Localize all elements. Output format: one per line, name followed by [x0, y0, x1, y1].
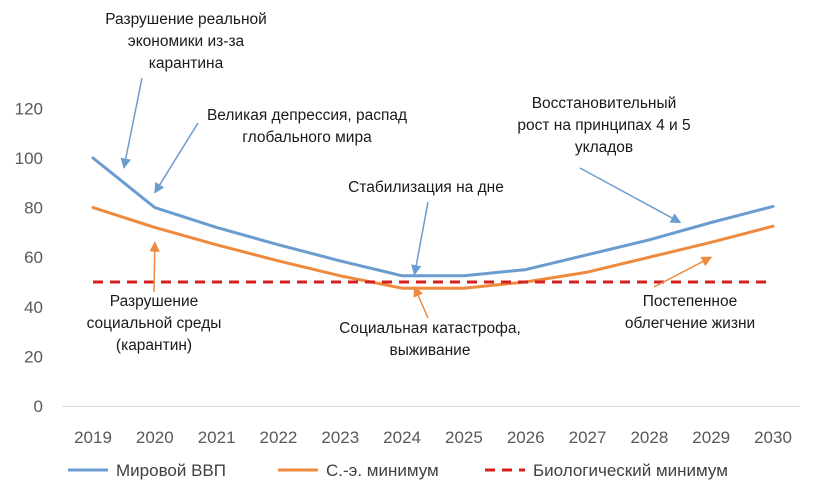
annotation-text: Социальная катастрофа, выживание [339, 320, 521, 359]
annotation-line: облегчение жизни [625, 315, 755, 332]
annotation-text: Разрушение реальной экономики из-за карант… [105, 11, 267, 72]
annotation-arrow [579, 167, 682, 224]
x-tick-label: 2028 [630, 428, 668, 447]
annotation-line: карантина [149, 55, 224, 72]
x-tick-label: 2029 [692, 428, 730, 447]
y-tick-label: 80 [24, 199, 43, 218]
legend-label: С.-э. минимум [326, 461, 439, 480]
x-tick-label: 2019 [74, 428, 112, 447]
series-lines [91, 156, 775, 290]
x-tick-label: 2030 [754, 428, 792, 447]
annotation-text: Постепенное облегчение жизни [625, 293, 755, 332]
x-tick-label: 2025 [445, 428, 483, 447]
x-tick-label: 2023 [321, 428, 359, 447]
y-tick-label: 40 [24, 298, 43, 317]
annotation-line: Стабилизация на дне [348, 179, 504, 196]
annotation-line: социальной среды [87, 315, 222, 332]
annotation-line: Социальная катастрофа, [339, 320, 521, 337]
x-tick-label: 2026 [507, 428, 545, 447]
x-tick-label: 2027 [569, 428, 607, 447]
annotation-line: Восстановительный [532, 95, 677, 112]
annotation-line: укладов [575, 139, 633, 156]
y-tick-label: 0 [34, 397, 43, 416]
annotation-line: глобального мира [242, 129, 372, 146]
y-tick-label: 100 [15, 149, 43, 168]
series-line-1 [91, 156, 775, 278]
annotation-line: (карантин) [116, 337, 192, 354]
y-tick-label: 120 [15, 99, 43, 118]
legend: Мировой ВВП С.-э. минимум Биологический ми… [68, 461, 728, 480]
annotation-line: Постепенное [643, 293, 737, 310]
annotation-text: Стабилизация на дне [348, 179, 504, 196]
annotation-arrow [149, 241, 160, 293]
series-line-2 [91, 206, 775, 290]
annotation-line: выживание [390, 342, 471, 359]
x-tick-label: 2022 [260, 428, 298, 447]
y-tick-labels: 0 20 40 60 80 100 120 [15, 99, 43, 416]
annotation-arrow [120, 77, 143, 169]
annotation-line: Великая депрессия, распад [207, 107, 407, 124]
annotation-line: экономики из-за [128, 33, 245, 50]
x-tick-label: 2021 [198, 428, 236, 447]
annotation-arrow [413, 286, 429, 319]
y-tick-label: 60 [24, 248, 43, 267]
annotation-arrow [154, 122, 199, 194]
x-tick-label: 2020 [136, 428, 174, 447]
annotation-texts: Разрушение реальной экономики из-за карант… [87, 11, 756, 359]
annotation-line: Разрушение реальной [105, 11, 267, 28]
legend-label: Мировой ВВП [116, 461, 226, 480]
annotation-text: Великая депрессия, распад глобального мир… [207, 107, 407, 146]
x-tick-label: 2024 [383, 428, 421, 447]
annotation-text: Восстановительный рост на принципах 4 и 5… [517, 95, 690, 156]
annotation-line: Разрушение [110, 293, 198, 310]
legend-label: Биологический минимум [533, 461, 728, 480]
x-tick-labels: 2019 2020 2021 2022 2023 2024 2025 2026 2027 2028… [74, 428, 792, 447]
annotation-line: рост на принципах 4 и 5 [517, 117, 690, 134]
y-tick-label: 20 [24, 347, 43, 366]
annotation-arrow [411, 201, 429, 276]
annotation-text: Разрушение социальной среды (карантин) [87, 293, 222, 354]
annotation-arrows [120, 77, 713, 319]
annotation-arrow [653, 256, 713, 288]
